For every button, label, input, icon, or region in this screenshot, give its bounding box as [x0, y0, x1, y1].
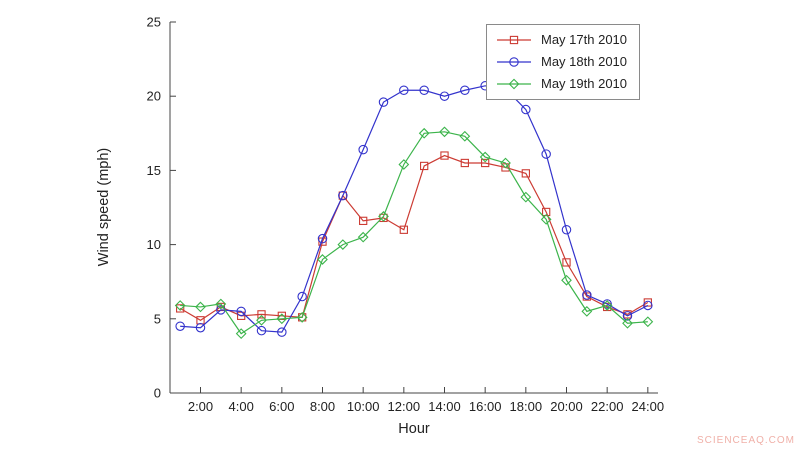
series-line	[179, 154, 649, 321]
x-tick-label: 18:00	[510, 399, 543, 414]
legend-entry-label: May 18th 2010	[541, 54, 628, 69]
legend: May 17th 2010 May 18th 2010 May 19th 2010	[486, 24, 641, 100]
legend-marker-square-icon	[497, 35, 531, 45]
y-tick-label: 5	[154, 311, 161, 326]
y-tick-label: 0	[154, 386, 161, 401]
y-axis-label: Wind speed (mph)	[96, 147, 112, 267]
watermark: SCIENCEAQ.COM	[696, 435, 795, 446]
x-tick-label: 16:00	[469, 399, 502, 414]
x-tick-label: 8:00	[310, 399, 335, 414]
legend-entry-label: May 19th 2010	[541, 76, 628, 91]
x-tick-label: 24:00	[632, 399, 665, 414]
y-tick-label: 25	[147, 15, 161, 30]
x-tick-label: 2:00	[188, 399, 213, 414]
legend-entry-label: May 17th 2010	[541, 32, 628, 47]
x-tick-label: 14:00	[428, 399, 461, 414]
legend-marker-circle-icon	[497, 57, 531, 67]
series-line	[180, 85, 649, 333]
y-tick-label: 10	[147, 237, 161, 252]
y-tick-label: 15	[147, 163, 161, 178]
x-tick-label: 20:00	[550, 399, 583, 414]
x-tick-label: 4:00	[229, 399, 254, 414]
x-tick-label: 22:00	[591, 399, 624, 414]
series-line	[180, 131, 648, 335]
legend-entry: May 17th 2010	[495, 31, 627, 49]
legend-entry: May 19th 2010	[495, 75, 627, 93]
y-tick-label: 20	[147, 89, 161, 104]
x-tick-label: 12:00	[388, 399, 421, 414]
legend-entry: May 18th 2010	[495, 53, 627, 71]
legend-marker-diamond-icon	[497, 78, 531, 90]
x-axis-label: Hour	[398, 421, 430, 437]
x-tick-label: 6:00	[269, 399, 294, 414]
x-tick-label: 10:00	[347, 399, 380, 414]
